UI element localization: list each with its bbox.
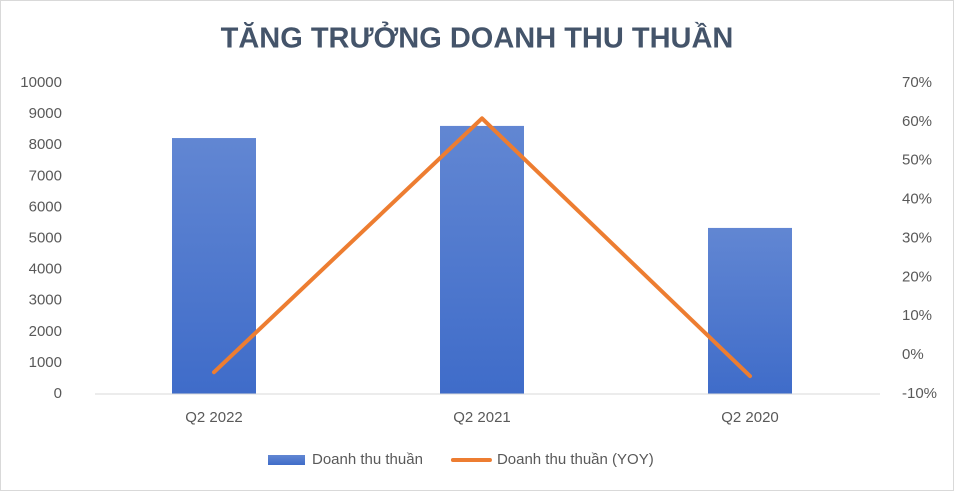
y-tick-label: 1000 [29,354,62,371]
y2-tick-label: 10% [902,307,932,324]
x-tick-label: Q2 2020 [721,409,779,426]
line [212,116,752,379]
y-tick-label: 0 [54,385,62,402]
y2-tick-label: -10% [902,385,937,402]
y-tick-label: 9000 [29,105,62,122]
y2-tick-label: 50% [902,152,932,169]
y-tick-label: 5000 [29,229,62,246]
y2-tick-label: 30% [902,229,932,246]
chart-title: TĂNG TRƯỞNG DOANH THU THUẦN [221,21,734,55]
y-tick-label: 2000 [29,323,62,340]
bar [440,125,524,394]
y2-tick-label: 40% [902,191,932,208]
y-tick-label: 7000 [29,167,62,184]
y2-tick-label: 70% [902,74,932,91]
y-tick-label: 10000 [20,74,62,91]
legend-label: Doanh thu thuần (YOY) [497,451,654,468]
y2-tick-label: 60% [902,113,932,130]
legend-swatch [268,455,305,465]
legend-label: Doanh thu thuần [312,451,423,468]
y-tick-label: 8000 [29,136,62,153]
y2-tick-label: 0% [902,346,924,363]
y-tick-label: 3000 [29,292,62,309]
y-tick-label: 4000 [29,261,62,278]
x-tick-label: Q2 2022 [185,409,243,426]
bar [708,227,792,394]
y-tick-label: 6000 [29,198,62,215]
x-tick-label: Q2 2021 [453,409,511,426]
bar [172,138,256,394]
y2-tick-label: 20% [902,268,932,285]
